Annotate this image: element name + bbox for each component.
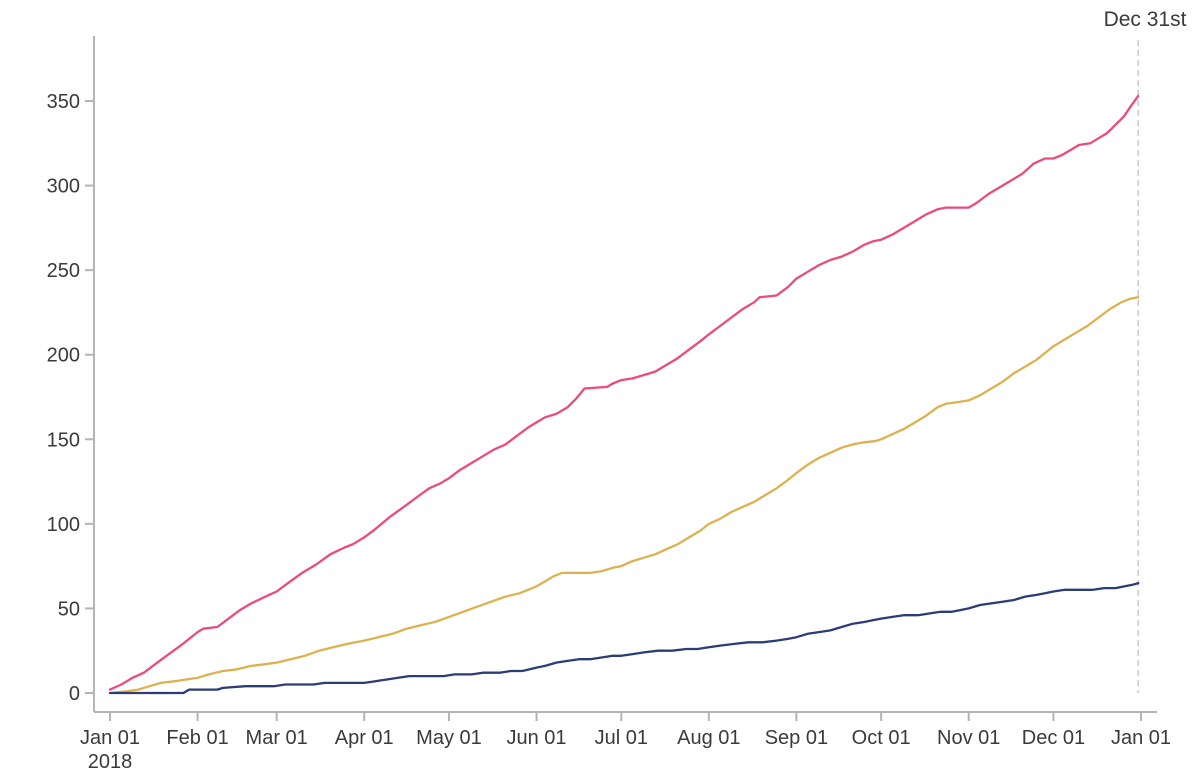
y-tick-label: 100 xyxy=(47,514,80,536)
x-tick-sublabel: 2018 xyxy=(88,751,133,773)
series-pink-line xyxy=(108,94,1140,691)
series-gold-line xyxy=(108,296,1140,695)
y-tick-label: 0 xyxy=(69,683,80,705)
x-tick-label: Oct 01 xyxy=(852,727,911,749)
y-tick-label: 300 xyxy=(47,176,80,198)
x-tick-label: Dec 01 xyxy=(1022,727,1085,749)
y-tick-label: 150 xyxy=(47,429,80,451)
y-tick-label: 250 xyxy=(47,260,80,282)
x-tick-label: May 01 xyxy=(416,727,482,749)
y-tick-label: 200 xyxy=(47,345,80,367)
x-tick-label: Jul 01 xyxy=(595,727,648,749)
x-tick-label: Aug 01 xyxy=(677,727,740,749)
y-tick-label: 50 xyxy=(58,598,80,620)
x-tick-label: Sep 01 xyxy=(765,727,828,749)
series-navy-line xyxy=(108,581,1140,695)
x-tick-label: Feb 01 xyxy=(166,727,228,749)
x-tick-label: Jun 01 xyxy=(506,727,566,749)
x-tick-label: Jan 01 xyxy=(80,727,140,749)
x-tick-label: Mar 01 xyxy=(246,727,308,749)
x-tick-label: Apr 01 xyxy=(335,727,394,749)
x-tick-label: Nov 01 xyxy=(937,727,1000,749)
y-tick-label: 350 xyxy=(47,91,80,113)
x-tick-label: Jan 01 xyxy=(1111,727,1171,749)
annotation-dec-31-label: Dec 31st xyxy=(1103,8,1187,31)
